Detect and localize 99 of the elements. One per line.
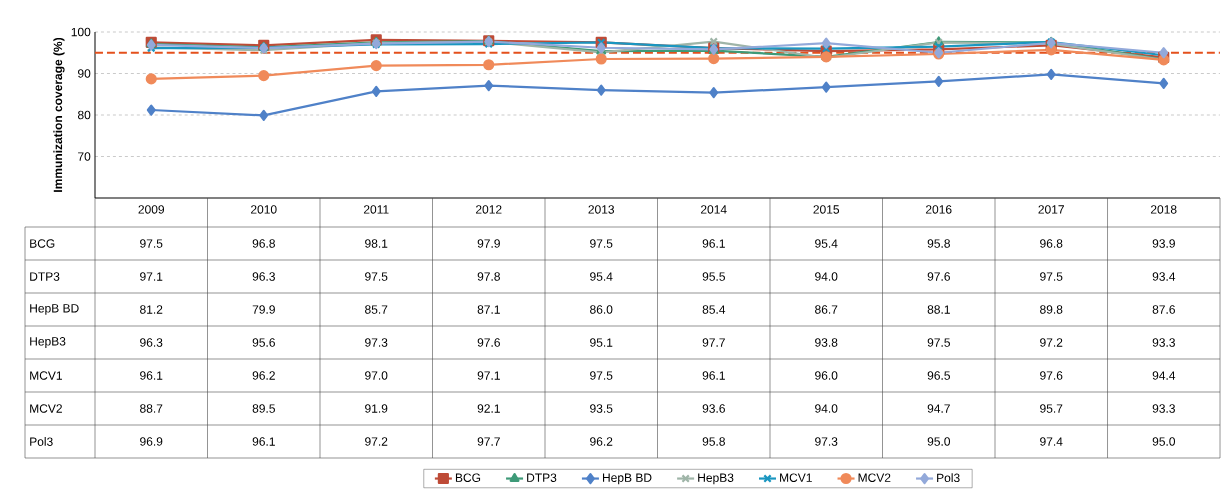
data-label: 96.0 (815, 371, 838, 380)
data-label: 97.0 (365, 371, 388, 380)
data-label: 97.3 (365, 338, 388, 347)
data-label: 95.0 (1152, 437, 1176, 446)
data-label: 96.1 (140, 371, 163, 380)
data-label: 95.8 (927, 239, 950, 248)
data-label: 95.1 (590, 338, 613, 347)
data-label: 97.7 (477, 437, 500, 446)
data-label: 79.9 (252, 305, 275, 314)
data-label: 93.3 (1152, 338, 1175, 347)
data-label: 85.4 (702, 305, 726, 314)
data-label: 97.7 (702, 338, 725, 347)
x-tick-label: 2017 (1038, 205, 1064, 214)
data-label: 93.9 (1152, 239, 1175, 248)
data-label: 94.0 (815, 272, 838, 281)
x-tick-label: 2016 (925, 205, 952, 214)
data-label: 89.8 (1040, 305, 1063, 314)
data-label: 96.1 (252, 437, 275, 446)
data-label: 93.5 (590, 404, 613, 413)
data-label: 93.4 (1152, 272, 1176, 281)
text: MCV2 (30, 404, 62, 413)
data-label: 88.1 (927, 305, 950, 314)
data-label: 97.2 (365, 437, 388, 446)
x-tick-label: 2010 (251, 205, 277, 214)
data-label: 97.5 (590, 239, 613, 248)
text: DTP3 (30, 272, 60, 281)
text: BCG (30, 239, 55, 248)
data-label: 97.6 (477, 338, 500, 347)
x-tick-label: 2009 (138, 205, 165, 214)
data-label: 97.1 (477, 371, 500, 380)
data-label: 97.4 (1040, 437, 1063, 446)
data-label: 93.3 (1152, 404, 1175, 413)
data-label: 96.8 (1040, 239, 1063, 248)
x-tick-label: 2012 (475, 205, 502, 214)
data-label: 88.7 (140, 404, 163, 413)
y-axis-title: Immunization coverage (%) (53, 37, 65, 192)
data-label: 95.4 (815, 239, 838, 248)
text: HepB3 (30, 337, 66, 348)
legend-label: HepB BD (603, 473, 652, 485)
data-label: 89.5 (252, 404, 275, 413)
y-tick-label: 100 (71, 27, 91, 37)
data-label: 97.5 (365, 272, 388, 281)
data-label: 87.6 (1152, 305, 1175, 314)
data-label: 85.7 (365, 305, 388, 314)
x-tick-label: 2013 (588, 205, 615, 214)
data-label: 97.3 (815, 437, 838, 446)
legend-label: DTP3 (527, 473, 557, 482)
legend-label: MCV1 (780, 473, 812, 482)
data-label: 97.6 (927, 272, 950, 281)
x-tick-label: 2014 (700, 205, 727, 214)
data-label: 97.9 (477, 239, 500, 248)
text: Pol3 (30, 437, 53, 446)
data-label: 96.1 (702, 371, 725, 380)
data-label: 96.8 (252, 239, 275, 248)
data-label: 97.5 (927, 338, 950, 347)
legend-label: BCG (455, 473, 481, 482)
data-label: 95.7 (1040, 404, 1063, 413)
text: HepB BD (30, 304, 79, 315)
data-label: 96.5 (927, 371, 950, 380)
data-label: 97.5 (590, 371, 613, 380)
data-label: 96.3 (140, 338, 163, 347)
legend-label: MCV2 (858, 473, 891, 482)
data-label: 94.4 (1152, 371, 1176, 380)
data-label: 96.9 (140, 437, 163, 446)
data-label: 87.1 (477, 305, 500, 314)
data-label: 92.1 (477, 404, 500, 413)
data-label: 95.5 (702, 272, 725, 281)
data-label: 97.5 (140, 239, 163, 248)
x-tick-label: 2018 (1150, 205, 1177, 214)
data-label: 97.2 (1040, 338, 1063, 347)
data-label: 86.0 (590, 305, 613, 314)
data-label: 97.8 (477, 272, 500, 281)
data-label: 95.6 (252, 338, 275, 347)
data-label: 95.0 (927, 437, 951, 446)
data-label: 94.7 (927, 404, 950, 413)
legend-label: HepB3 (698, 473, 734, 485)
data-label: 81.2 (140, 305, 163, 314)
data-label: 96.1 (702, 239, 725, 248)
x-tick-label: 2015 (813, 205, 840, 214)
y-tick-label: 80 (77, 110, 91, 120)
data-label: 86.7 (815, 305, 838, 314)
data-label: 95.4 (590, 272, 613, 281)
y-tick-label: 70 (78, 152, 91, 161)
y-tick-label: 90 (78, 69, 91, 78)
data-label: 95.8 (702, 437, 725, 446)
data-label: 91.9 (365, 404, 388, 413)
legend-label: Pol3 (937, 473, 960, 483)
data-label: 97.6 (1040, 371, 1063, 380)
data-label: 93.6 (702, 404, 725, 413)
data-label: 97.5 (1040, 272, 1063, 281)
data-label: 96.2 (590, 437, 613, 446)
data-label: 97.1 (140, 272, 163, 281)
data-label: 94.0 (815, 404, 838, 413)
data-label: 93.8 (815, 338, 838, 347)
data-label: 96.2 (252, 371, 275, 380)
x-tick-label: 2011 (363, 205, 389, 214)
data-label: 96.3 (252, 272, 275, 281)
data-label: 98.1 (365, 239, 388, 248)
text: MCV1 (30, 371, 62, 380)
